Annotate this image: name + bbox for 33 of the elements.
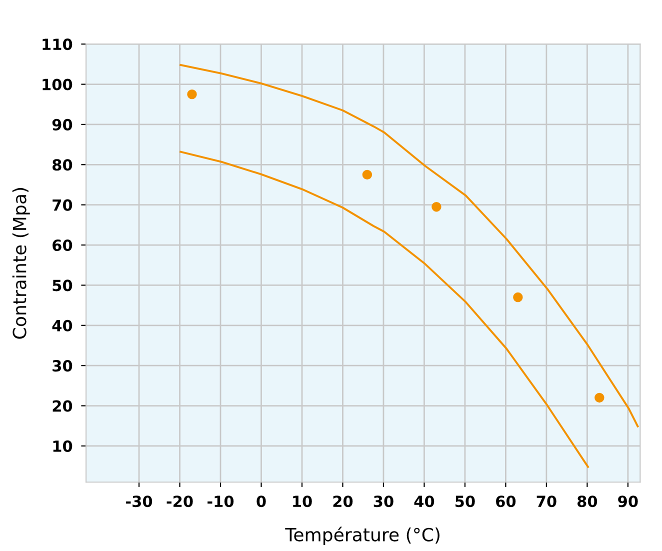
x-tick-label: -10	[208, 496, 234, 508]
x-tick-label: -30	[126, 496, 152, 508]
x-tick-label: 10	[293, 496, 312, 508]
x-tick-label: 60	[496, 496, 516, 508]
x-tick-label: 20	[333, 496, 353, 508]
y-tick-label: 50	[52, 280, 72, 292]
x-tick-label: 80	[577, 496, 598, 508]
y-tick-label: 100	[42, 78, 72, 90]
y-axis-title: Contrainte (Mpa)	[12, 188, 30, 339]
x-tick-label: 50	[456, 496, 475, 508]
y-tick-label: 110	[42, 38, 72, 50]
x-axis-title: Température (°C)	[285, 526, 440, 545]
x-tick-label: -20	[166, 496, 193, 508]
y-tick-label: 90	[52, 118, 72, 130]
point	[362, 170, 372, 180]
y-tick-label: 10	[53, 440, 72, 452]
x-tick-label: 30	[374, 496, 394, 508]
y-tick-label: 80	[52, 159, 72, 171]
line-series	[180, 64, 639, 428]
x-tick-label: 90	[618, 496, 638, 508]
point	[187, 89, 197, 100]
y-tick-label: 30	[52, 360, 72, 372]
x-tick-label: 70	[536, 496, 556, 508]
point	[513, 292, 523, 302]
y-tick-label: 70	[52, 199, 72, 211]
y-tick-label: 20	[52, 400, 72, 412]
line-series	[180, 150, 589, 468]
y-tick-label: 40	[52, 320, 72, 332]
point	[594, 392, 604, 403]
x-tick-label: 40	[414, 496, 434, 508]
x-tick-label: 0	[256, 496, 266, 508]
point	[432, 202, 442, 212]
y-tick-label: 60	[52, 239, 72, 252]
